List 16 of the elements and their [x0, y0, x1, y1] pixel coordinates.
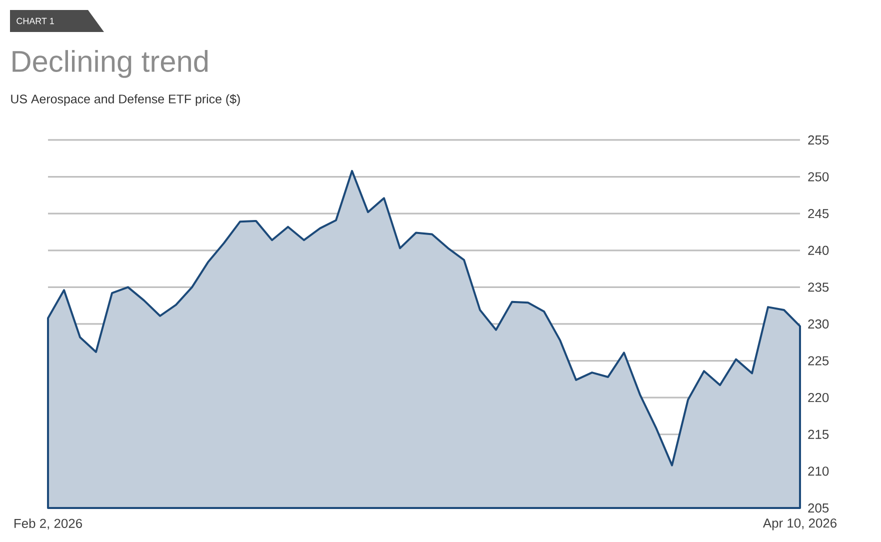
y-tick-label: 245 [808, 209, 829, 218]
chart-subtitle: US Aerospace and Defense ETF price ($) [11, 94, 240, 106]
x-tick-label: Apr 10, 2026 [762, 518, 837, 530]
y-tick-label: 235 [808, 282, 829, 292]
caption: CHART 1 [16, 18, 54, 24]
x-tick-label: Feb 2, 2026 [14, 518, 82, 530]
y-tick-label: 230 [808, 319, 829, 329]
y-tick-label: 220 [808, 392, 829, 402]
y-tick-label: 205 [808, 503, 829, 513]
y-tick-label: 210 [808, 466, 829, 476]
y-tick-label: 255 [808, 135, 829, 145]
y-tick-label: 225 [808, 356, 829, 366]
y-tick-label: 250 [808, 172, 829, 182]
chart-title: Declining trend [12, 50, 208, 78]
y-tick-label: 215 [808, 430, 829, 439]
y-tick-label: 240 [808, 246, 829, 255]
